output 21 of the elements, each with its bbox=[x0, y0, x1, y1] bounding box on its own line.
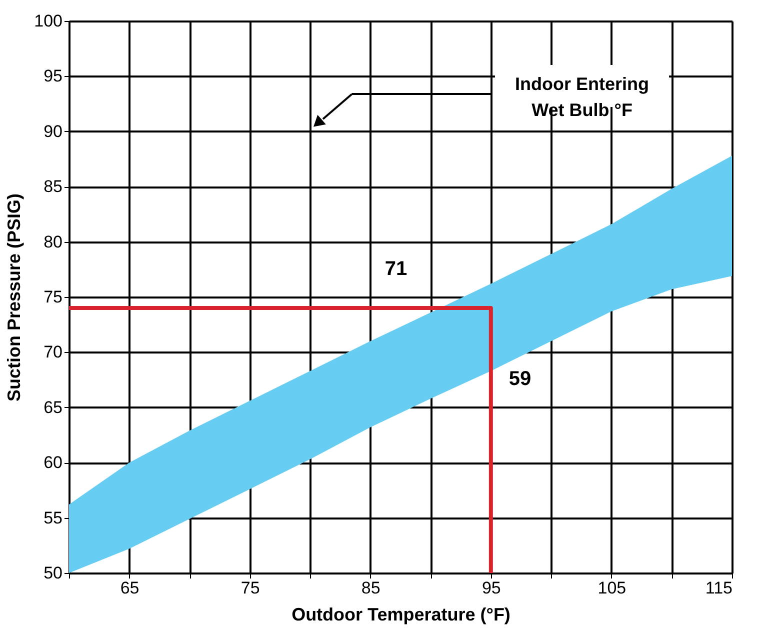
y-tick-label: 100 bbox=[34, 12, 62, 30]
annotation: 59 bbox=[508, 368, 532, 390]
y-tick-label: 80 bbox=[44, 232, 62, 252]
annotation: 71 bbox=[384, 258, 408, 280]
x-tick-label: 95 bbox=[482, 578, 501, 598]
x-tick-label: 105 bbox=[598, 578, 626, 598]
y-tick-label: 60 bbox=[44, 453, 62, 472]
y-tick-label: 50 bbox=[44, 564, 62, 582]
y-tick-label: 55 bbox=[44, 508, 62, 528]
y-tick-label: 70 bbox=[44, 342, 62, 362]
y-tick-label: 85 bbox=[44, 177, 62, 196]
x-tick-label: 85 bbox=[361, 578, 380, 598]
y-tick-label: 65 bbox=[44, 398, 62, 417]
x-tick-label: 65 bbox=[120, 578, 140, 598]
y-tick-label: 95 bbox=[44, 66, 62, 86]
y-axis-title: Suction Pressure (PSIG) bbox=[4, 193, 24, 402]
x-tick-label: 115 bbox=[705, 578, 732, 598]
x-tick-label: 75 bbox=[240, 578, 260, 598]
y-tick-label: 90 bbox=[44, 122, 62, 141]
x-axis-title: Outdoor Temperature (°F) bbox=[292, 604, 510, 624]
y-tick-label: 75 bbox=[44, 288, 62, 306]
